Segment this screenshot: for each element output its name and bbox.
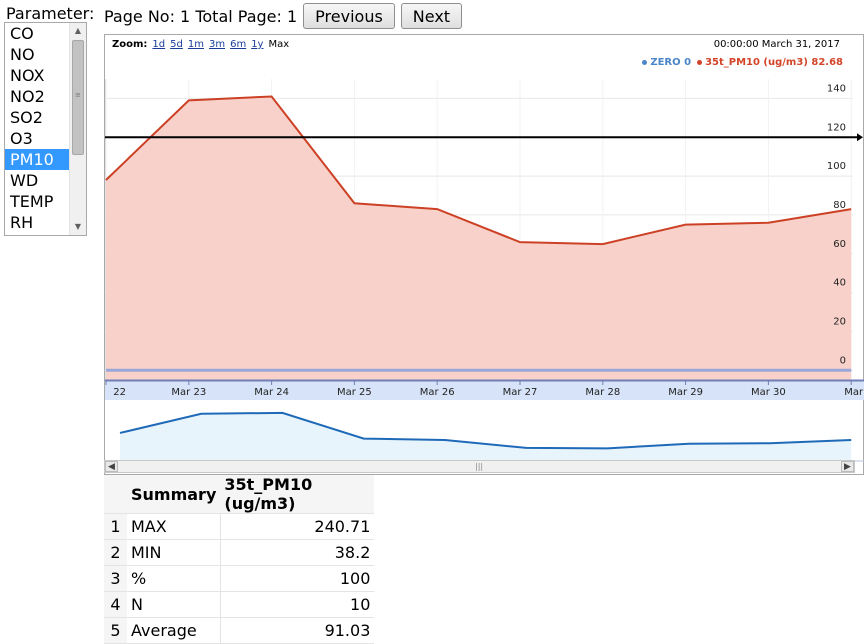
table-row: 2 MIN 38.2 [104,539,375,566]
series-area [106,96,852,380]
zoom-label: Zoom: [112,39,148,50]
zoom-option-1y[interactable]: 1y [251,39,264,50]
row-index: 1 [104,513,127,540]
parameter-option-wd[interactable]: WD [10,171,39,190]
parameter-option-temp[interactable]: TEMP [10,192,54,211]
index-header [104,475,127,514]
row-index: 3 [104,565,127,592]
y-tick-label: 20 [833,316,846,327]
legend-item[interactable]: ZERO 0 [642,57,691,68]
legend-dot-icon [697,60,703,65]
summary-body: 1 MAX 240.71 2 MIN 38.2 3% 100 4 N 10 5 Average 91.03 [104,513,375,644]
row-name: MIN [127,539,221,566]
row-name: % [127,565,221,592]
x-tick-label: Mar 28 [585,387,620,398]
scroll-up-arrow-icon[interactable]: ▲ [74,26,82,35]
row-name: N [127,591,221,618]
parameter-option-so2[interactable]: SO2 [10,108,43,127]
x-tick-label: Mar [844,387,864,398]
x-tick-label: Mar 24 [254,387,289,398]
legend-dot-icon [642,60,648,65]
scroll-right-arrow-icon[interactable]: ▶ [841,461,854,472]
page-info: Page No: 1 Total Page: 1 [104,6,298,26]
x-tick-label: Mar 23 [171,387,206,398]
x-tick-label: Mar 30 [751,387,786,398]
parameter-option-nox[interactable]: NOX [10,66,45,85]
row-index: 2 [104,539,127,566]
summary-table: Summary 35t_PM10 (ug/m3) 1 MAX 240.71 2 MIN 3… [104,475,375,644]
table-row: 1 MAX 240.71 [104,513,375,540]
scroll-down-arrow-icon[interactable]: ▼ [74,222,82,231]
y-tick-label: 0 [840,355,846,366]
chart: 0 20 40 60 80 100 120 140 22 Mar 23 Mar 24 Mar 25 Ma… [105,79,864,462]
table-row: 4 N 10 [104,591,375,618]
series-line [105,95,852,246]
parameter-option-rh[interactable]: RH [10,213,34,232]
scroll-grip-icon[interactable]: ||| [475,462,484,471]
row-value: 240.71 [220,513,375,540]
reference-arrow-icon [857,133,863,142]
parameter-list-scrollbar[interactable]: ▲ ≡ ▼ [69,23,86,235]
parameter-option-no2[interactable]: NO2 [10,87,45,106]
y-tick-label: 60 [833,239,846,250]
parameter-option-no[interactable]: NO [10,45,35,64]
pager: Page No: 1 Total Page: 1 Previous Next [104,3,463,29]
row-value: 10 [220,591,375,618]
x-tick-label: 22 [113,387,126,398]
legend-label: ZERO 0 [650,57,692,68]
row-index: 4 [104,591,127,618]
summary-header: Summary [127,475,221,514]
x-axis-band [105,380,864,400]
scroll-left-arrow-icon[interactable]: ◀ [105,461,118,472]
x-tick-label: Mar 27 [503,387,538,398]
row-name: MAX [127,513,221,540]
zoom-option-5d[interactable]: 5d [170,39,183,50]
x-tick-label: Mar 29 [668,387,703,398]
parameter-option-o3[interactable]: O3 [10,129,33,148]
zoom-option-1d[interactable]: 1d [152,39,166,50]
zoom-option-3m[interactable]: 3m [208,39,226,50]
zoom-option-max[interactable]: Max [268,39,290,50]
row-name: Average [127,617,221,644]
row-value: 100 [220,565,375,592]
y-tick-label: 40 [833,278,846,289]
value-header: 35t_PM10 (ug/m3) [220,475,375,514]
row-value: 91.03 [220,617,375,644]
legend-item[interactable]: 35t_PM10 (ug/m3) 82.68 [697,57,843,68]
zoom-bar: Zoom: 1d 5d 1m 3m 6m 1y Max [112,39,289,50]
table-row: 3% 100 [104,565,375,592]
parameter-list[interactable]: CO NO NOX NO2 SO2 O3 PM10 WD TEMP RH ▲ ≡ ▼ [4,22,87,236]
chart-container: 0 20 40 60 80 100 120 140 22 Mar 23 Mar 24 Mar 25 Ma… [104,34,864,475]
x-tick-label: Mar 25 [337,387,372,398]
summary-header-row: Summary 35t_PM10 (ug/m3) [104,475,375,514]
zoom-option-6m[interactable]: 6m [230,39,247,50]
navigator-scrollbar[interactable]: ◀ ||| ▶ [104,460,855,473]
chart-legend: ZERO 0 35t_PM10 (ug/m3) 82.68 [642,57,843,68]
y-tick-label: 80 [833,200,846,211]
y-tick-label: 120 [827,122,846,133]
navigator-area [120,412,852,461]
y-tick-label: 140 [827,83,846,94]
parameter-option-pm10[interactable]: PM10 [5,149,69,170]
legend-label: 35t_PM10 (ug/m3) 82.68 [705,57,843,68]
y-tick-label: 100 [827,161,846,172]
row-index: 5 [104,617,127,644]
zoom-option-1m[interactable]: 1m [187,39,204,50]
table-row: 5 Average 91.03 [104,617,375,644]
parameter-label: Parameter: [6,4,95,23]
next-button[interactable]: Next [400,3,463,29]
x-tick-label: Mar 26 [420,387,455,398]
scroll-thumb[interactable]: ≡ [72,40,84,155]
row-value: 38.2 [220,539,375,566]
parameter-option-co[interactable]: CO [10,24,34,43]
navigator-line [119,411,852,450]
previous-button[interactable]: Previous [303,3,395,29]
parameter-options: CO NO NOX NO2 SO2 O3 PM10 WD TEMP RH [5,23,69,233]
chart-timestamp: 00:00:00 March 31, 2017 [713,39,840,50]
